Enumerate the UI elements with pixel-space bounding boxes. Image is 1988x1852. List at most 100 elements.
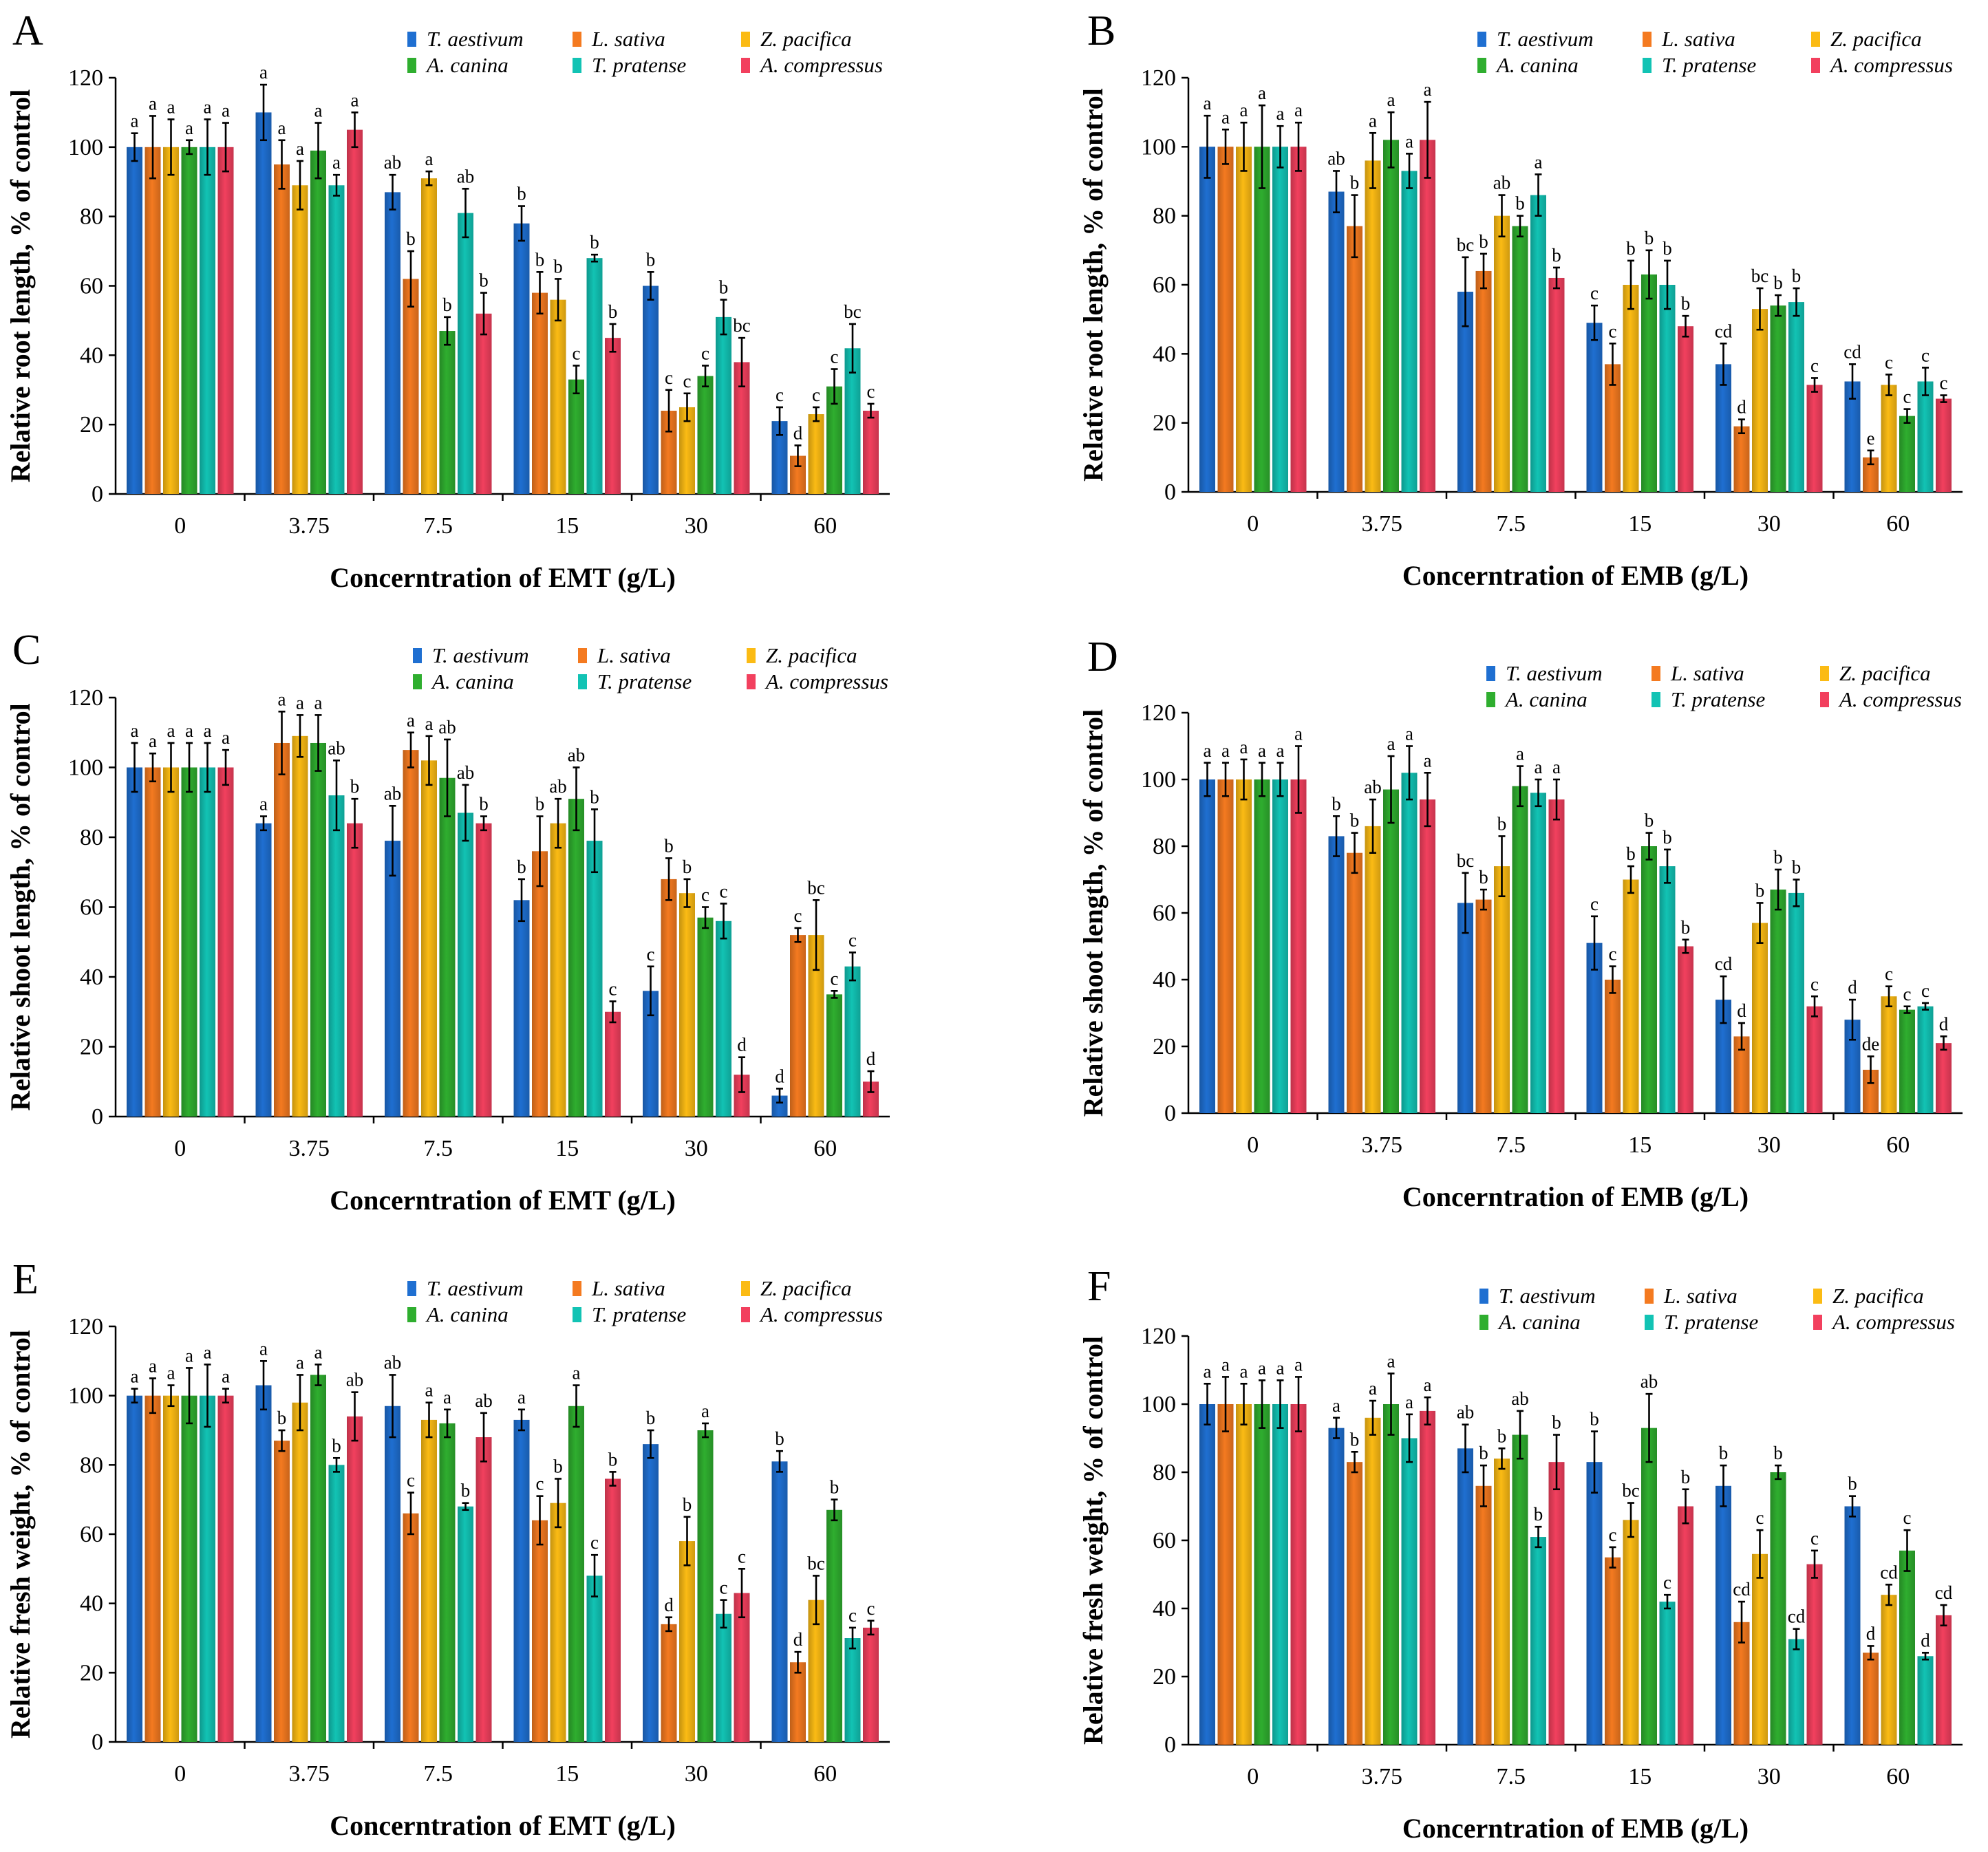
bar [1605, 364, 1621, 492]
bar [200, 147, 215, 495]
bar [586, 258, 603, 494]
significance-letter: a [332, 152, 341, 173]
panel-letter: D [1087, 634, 1118, 680]
y-tick-label: 80 [80, 1452, 103, 1478]
significance-letter: a [296, 138, 304, 159]
legend-label: T. aestivum [1499, 1284, 1596, 1308]
bar [1806, 385, 1823, 492]
legend-swatch [1813, 1315, 1822, 1330]
legend: T. aestivum L. sativa Z. pacifica A. canina… [1477, 27, 1953, 77]
panel-d: D 0 20 40 60 80 100 120 Relative shoot length, %… [1078, 634, 1963, 1212]
bar [292, 1402, 308, 1742]
significance-letter: ab [1640, 1371, 1658, 1392]
y-axis-label: Relative shoot length, % of control [5, 703, 36, 1111]
bar [1475, 1485, 1492, 1745]
x-tick-label: 7.5 [1497, 1764, 1526, 1789]
bar [532, 1520, 548, 1742]
x-tick-label: 7.5 [424, 1136, 453, 1161]
y-tick-label: 100 [1141, 1392, 1176, 1417]
x-tick-label: 30 [1757, 1132, 1781, 1158]
significance-letter: c [1590, 894, 1599, 914]
bar [1770, 890, 1786, 1113]
y-axis-label: Relative root length, % of control [5, 89, 36, 483]
bar [1716, 1485, 1731, 1745]
significance-letter: a [314, 1342, 323, 1362]
y-axis-label: Relative shoot length, % of control [1078, 709, 1109, 1117]
significance-letter: a [1258, 740, 1266, 761]
bar [310, 150, 326, 494]
bar [421, 178, 437, 494]
legend-label: T. pratense [592, 53, 686, 77]
bar [1347, 226, 1362, 492]
significance-letter: b [1479, 1443, 1488, 1463]
significance-letter: a [1552, 757, 1561, 777]
significance-letter: b [1719, 1443, 1729, 1463]
x-tick-label: 15 [1628, 1764, 1652, 1789]
bar [458, 812, 473, 1117]
y-tick-label: 20 [80, 412, 103, 438]
bar [1678, 1506, 1693, 1745]
bar [550, 823, 566, 1117]
significance-letter: b [1773, 272, 1783, 293]
bar [1236, 779, 1252, 1113]
bar [605, 1478, 621, 1742]
legend-swatch [1820, 692, 1829, 707]
legend-swatch [1813, 1289, 1822, 1304]
panel-c: C 0 20 40 60 80 100 120 Relative shoot length, %… [5, 627, 890, 1216]
y-tick-label: 80 [1153, 1460, 1176, 1485]
y-tick-label: 100 [68, 135, 103, 160]
significance-letter: bc [807, 1553, 825, 1573]
bar [1788, 892, 1804, 1113]
legend-label: Z. pacifica [766, 643, 857, 667]
y-tick-label: 60 [80, 274, 103, 299]
legend-label: A. canina [431, 669, 514, 693]
y-tick-label: 60 [1153, 272, 1176, 298]
legend-swatch [741, 1307, 750, 1322]
significance-letter: c [1810, 1528, 1819, 1549]
legend-swatch [1486, 666, 1495, 681]
significance-letter: ab [475, 1390, 492, 1411]
significance-letter: c [701, 343, 709, 363]
significance-letter: a [1424, 750, 1432, 771]
legend-label: T. pratense [1671, 687, 1765, 711]
significance-letter: b [535, 249, 545, 270]
bar [661, 411, 677, 494]
bar [716, 316, 731, 494]
bar [1899, 416, 1915, 492]
bar [1199, 1404, 1215, 1745]
significance-letter: a [314, 692, 323, 713]
legend-label: Z. pacifica [1839, 661, 1931, 685]
x-axis-label: Concerntration of EMT (g/L) [330, 1810, 676, 1841]
significance-letter: b [1792, 857, 1802, 878]
bar [1254, 147, 1270, 493]
bar [1752, 309, 1768, 492]
significance-letter: a [167, 720, 175, 741]
y-tick-label: 100 [1141, 134, 1176, 160]
y-tick-label: 0 [92, 1104, 103, 1130]
significance-letter: c [1903, 984, 1912, 1004]
significance-letter: cd [1935, 1582, 1953, 1603]
significance-letter: a [259, 62, 268, 83]
bar [1328, 191, 1345, 492]
bar [532, 292, 548, 494]
significance-letter: a [573, 1363, 581, 1383]
significance-letter: c [720, 1578, 728, 1598]
significance-letter: ab [438, 717, 456, 737]
y-tick-label: 40 [1153, 341, 1176, 367]
bar [826, 386, 842, 494]
significance-letter: a [278, 689, 286, 709]
x-tick-label: 60 [813, 513, 837, 539]
bar [1917, 1656, 1934, 1745]
bar [1254, 779, 1270, 1113]
bar [1586, 323, 1603, 492]
panel-a: A 0 20 40 60 80 100 120 Relative root length, % … [5, 8, 890, 593]
bar [513, 900, 530, 1117]
legend-label: A. canina [1495, 53, 1579, 77]
significance-letter: b [1552, 1412, 1561, 1433]
significance-letter: c [1609, 321, 1617, 341]
y-tick-label: 60 [80, 1522, 103, 1547]
y-tick-label: 40 [1153, 1596, 1176, 1622]
bar [734, 1593, 750, 1742]
significance-letter: b [350, 776, 360, 797]
